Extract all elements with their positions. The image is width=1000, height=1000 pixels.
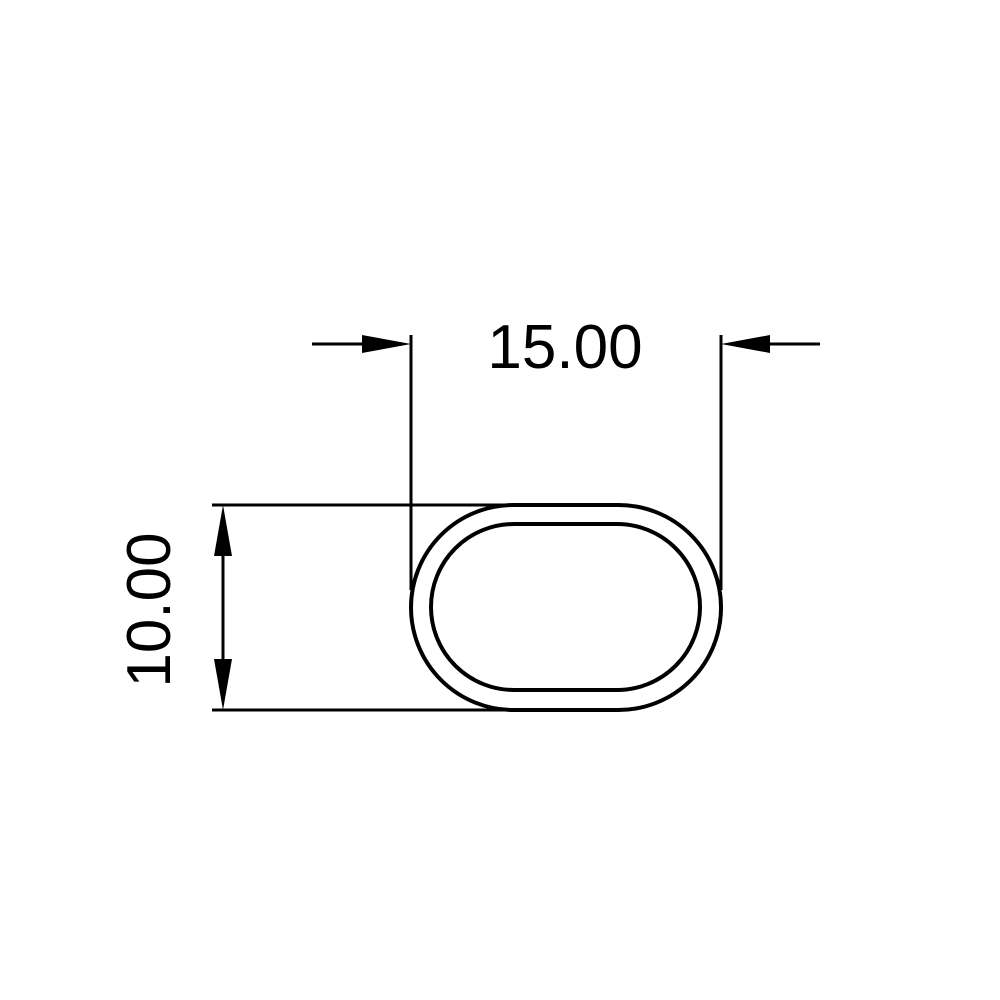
width-dimension: 15.00	[312, 313, 820, 590]
height-arrow-top	[214, 505, 232, 556]
outer-contour	[409, 503, 723, 712]
width-arrow-left	[362, 335, 411, 353]
width-arrow-right	[721, 335, 770, 353]
oval-tube-profile	[409, 503, 723, 712]
width-dimension-label: 15.00	[487, 313, 642, 382]
height-arrow-bottom	[214, 659, 232, 710]
height-dimension: 10.00	[115, 503, 515, 712]
height-dimension-label: 10.00	[115, 532, 184, 687]
inner-contour	[429, 522, 702, 692]
